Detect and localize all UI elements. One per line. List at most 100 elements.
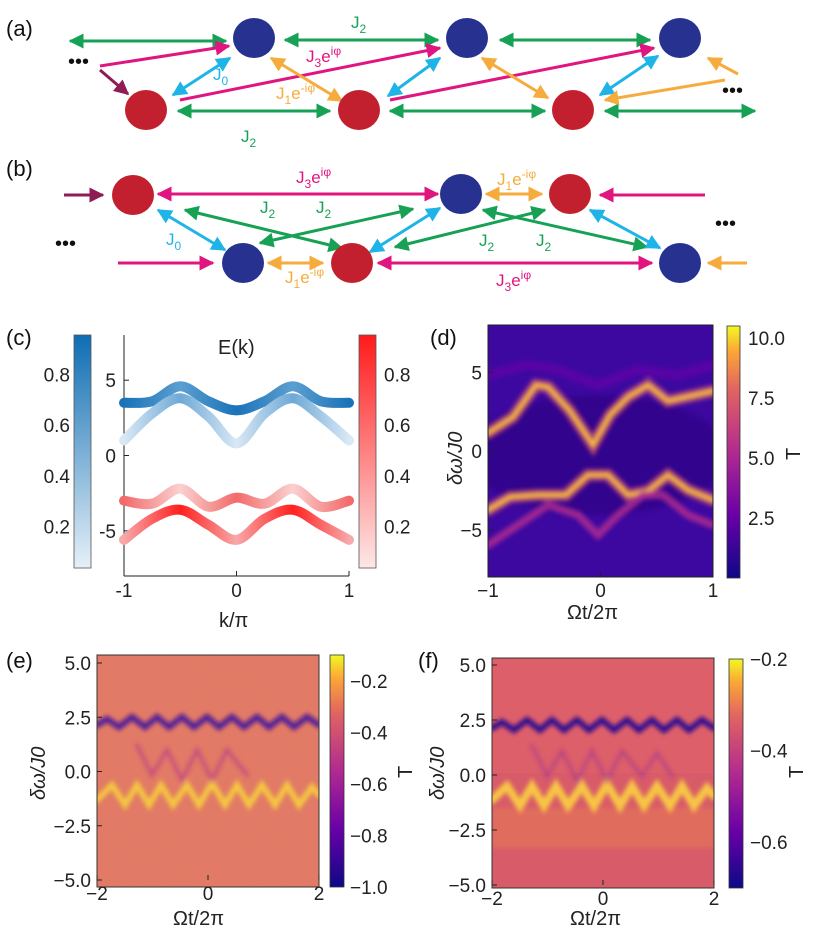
- colorbar-e-label: T: [395, 766, 417, 778]
- colorbar-tick-label: 0.6: [44, 416, 70, 437]
- panel-f: (f) −2 0 2 5.0 2.5 0.0 −2.5 −5.0 −0.2 −0.4 −0.6 T…: [418, 648, 808, 930]
- site-blue: [659, 243, 701, 283]
- ellipsis-left-b: •••: [55, 233, 76, 255]
- colorbar-tick-label: 0.8: [44, 366, 70, 387]
- colorbar-tick-label: −0.8: [350, 826, 388, 847]
- arrow-j1: [480, 56, 550, 100]
- heatmap-f-frame: [491, 657, 715, 889]
- site-blue: [446, 18, 488, 58]
- panel-label-f: (f): [418, 648, 439, 673]
- colorbar-tick-label: 0.8: [384, 366, 410, 387]
- panel-label-d: (d): [430, 325, 457, 350]
- arrow-j0: [156, 208, 227, 252]
- arrow-j2: [393, 205, 547, 252]
- panel-label-a: (a): [6, 16, 33, 41]
- colorbar-tick-label: −0.2: [750, 650, 788, 671]
- y-axis-label-e: δω/J0: [28, 747, 50, 800]
- colorbar-f: [728, 658, 744, 889]
- arrow-j0: [588, 208, 662, 250]
- x-axis-label-e: Ωt/2π: [173, 908, 224, 930]
- y-axis-label-d: δω/J0: [445, 432, 467, 485]
- panel-label-c: (c): [6, 325, 32, 350]
- band-line-1: [119, 381, 354, 416]
- site-red: [552, 90, 594, 130]
- chart-d-ticks: −1 0 1 5 0 −5: [460, 363, 718, 602]
- panel-label-e: (e): [6, 648, 33, 673]
- colorbar-tick-label: 0.2: [44, 517, 70, 538]
- y-tick-label: −5.0: [53, 871, 91, 892]
- colorbar-blue-ticks: 0.8 0.6 0.4 0.2: [44, 366, 71, 539]
- x-tick-label: 1: [344, 581, 355, 602]
- y-tick-label: 0.0: [460, 766, 486, 787]
- y-tick-label: 5: [471, 363, 482, 384]
- y-tick-label: 0: [105, 447, 116, 468]
- x-tick-label: 2: [709, 889, 720, 910]
- colorbar-tick-label: 0.6: [384, 416, 410, 437]
- colorbar-e-ticks: −0.2 −0.4 −0.6 −0.8 −1.0: [350, 672, 388, 899]
- colorbar-tick-label: 0.2: [384, 517, 410, 538]
- x-tick-label: 0: [598, 889, 609, 910]
- y-axis-label-f: δω/J0: [427, 747, 449, 800]
- x-tick-label: 1: [708, 581, 719, 602]
- colorbar-red: [358, 334, 377, 569]
- x-tick-label: −1: [477, 581, 499, 602]
- heatmap-e: [97, 655, 319, 887]
- label-j2: J2: [241, 127, 257, 150]
- x-axis-label-f: Ωt/2π: [570, 908, 621, 930]
- band-line-2: [119, 393, 354, 449]
- label-j2: J2: [260, 198, 276, 221]
- band-line-4: [119, 504, 354, 545]
- y-tick-label: 0.0: [65, 763, 91, 784]
- label-j2: J2: [536, 231, 552, 254]
- arrow-j0: [386, 56, 442, 98]
- heatmap-d: [488, 325, 713, 577]
- y-tick-label: 5.0: [65, 654, 91, 675]
- y-tick-label: 5: [105, 371, 116, 392]
- ellipsis-left-a: •••: [68, 51, 89, 73]
- label-j2: J2: [316, 198, 332, 221]
- colorbar-tick-label: −0.2: [350, 672, 388, 693]
- x-tick-label: 0: [231, 581, 242, 602]
- x-tick-label: −2: [86, 884, 108, 905]
- arrow-j0: [598, 54, 660, 97]
- colorbar-tick-label: −0.4: [350, 723, 388, 744]
- y-tick-label: −5: [460, 521, 482, 542]
- arrow-j1: [603, 78, 726, 106]
- site-blue: [659, 18, 701, 58]
- chart-title: E(k): [218, 337, 255, 359]
- y-tick-label: -5: [99, 522, 116, 543]
- label-j1: J1e-iφ: [276, 81, 315, 107]
- site-blue: [233, 18, 275, 58]
- arrow-input: [99, 68, 130, 96]
- colorbar-tick-label: −0.4: [750, 742, 788, 763]
- chart-c-bands: [119, 381, 354, 545]
- colorbar-tick-label: 0.4: [384, 467, 411, 488]
- arrow-j3: [389, 43, 656, 102]
- arrow-j0: [171, 56, 232, 97]
- colorbar-blue: [73, 334, 92, 569]
- arrow-j1: [706, 56, 739, 76]
- x-tick-label: 0: [203, 884, 214, 905]
- panel-a: (a) ••• ••• J2 J2 J0 J3eiφ J1e-iφ: [6, 13, 757, 150]
- site-blue: [440, 174, 482, 214]
- label-j2: J2: [479, 231, 495, 254]
- label-j0: J0: [213, 65, 229, 88]
- colorbar-tick-label: −0.6: [750, 833, 788, 854]
- band-line-3: [119, 483, 354, 513]
- panel-e: (e) −2 0 25.02.50.0−2.5−5.0 −0.2−0.4−0.6−0…: [6, 648, 417, 930]
- panel-d: (d) −1 0 1 5 0 −5 10.0 7.5 5.0 2.5 T Ωt/2π δω/J0: [430, 324, 805, 624]
- chart-f-ticks: −2 0 2 5.0 2.5 0.0 −2.5 −5.0: [448, 656, 719, 910]
- site-red: [331, 243, 373, 283]
- colorbar-red-ticks: 0.8 0.6 0.4 0.2: [384, 366, 411, 539]
- site-red: [125, 90, 167, 130]
- panel-label-b: (b): [6, 156, 33, 181]
- x-tick-label: −2: [481, 889, 503, 910]
- x-axis-label: k/π: [219, 610, 248, 632]
- y-tick-label: 5.0: [460, 656, 486, 677]
- label-j3: J3eiφ: [296, 165, 331, 191]
- y-tick-label: −2.5: [448, 821, 486, 842]
- colorbar-f-ticks: −0.2 −0.4 −0.6: [750, 650, 788, 854]
- chart-c-ticks: -1 0 1 5 0 -5: [99, 371, 354, 602]
- colorbar-tick-label: −0.6: [350, 775, 388, 796]
